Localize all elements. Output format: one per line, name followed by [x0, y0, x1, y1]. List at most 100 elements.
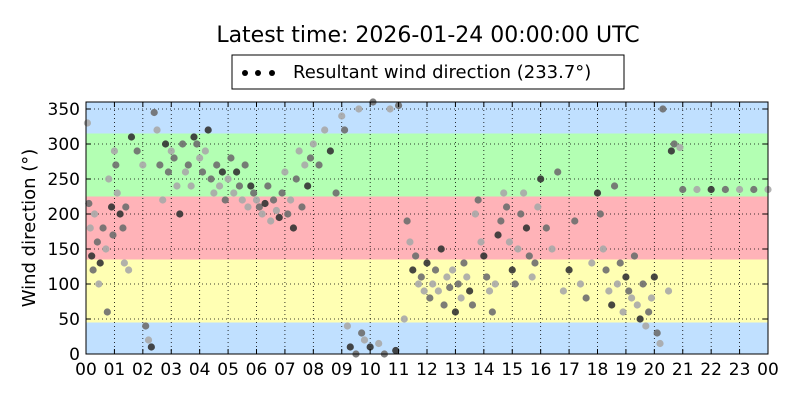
y-tick-label: 300	[48, 135, 80, 155]
data-point	[403, 217, 411, 225]
data-point	[497, 217, 505, 225]
data-point	[659, 105, 667, 113]
y-tick-label: 350	[48, 100, 80, 120]
data-point	[215, 182, 224, 190]
data-point	[235, 182, 244, 190]
legend-label: Resultant wind direction (233.7°)	[293, 62, 591, 83]
data-point	[332, 189, 340, 197]
data-point	[454, 280, 462, 288]
y-tick-label: 0	[69, 345, 80, 365]
data-point	[355, 105, 363, 113]
data-point	[616, 259, 624, 267]
data-point	[301, 161, 309, 169]
data-point	[409, 266, 417, 274]
data-point	[213, 161, 221, 169]
data-point	[264, 182, 272, 190]
data-point	[272, 206, 280, 215]
data-point	[255, 203, 263, 211]
data-point	[721, 185, 729, 194]
data-point	[400, 315, 408, 323]
data-point	[576, 280, 585, 288]
data-point	[468, 301, 477, 309]
data-point	[491, 280, 499, 288]
data-point	[480, 252, 488, 260]
data-point	[420, 287, 428, 295]
data-point	[306, 154, 315, 162]
x-tick-label: 01	[104, 360, 126, 380]
data-point	[366, 343, 374, 351]
data-point	[261, 199, 269, 208]
data-point	[99, 224, 107, 232]
x-tick-label: 13	[445, 360, 467, 380]
data-point	[645, 308, 653, 316]
data-point	[292, 175, 300, 183]
data-point	[120, 259, 128, 267]
data-point	[147, 343, 155, 351]
data-point	[608, 301, 616, 309]
data-point	[184, 161, 192, 169]
x-tick-label: 06	[246, 360, 268, 380]
chart-title: Latest time: 2026-01-24 00:00:00 UTC	[216, 23, 639, 48]
data-point	[474, 196, 482, 204]
data-point	[750, 185, 758, 194]
data-point	[588, 259, 596, 267]
x-tick-label: 21	[672, 360, 694, 380]
data-point	[423, 259, 431, 267]
data-point	[133, 147, 141, 155]
data-point	[406, 238, 414, 246]
data-point	[193, 140, 201, 148]
x-tick-label: 14	[473, 360, 495, 380]
data-point	[650, 273, 658, 281]
data-point	[258, 210, 266, 218]
data-point	[494, 231, 502, 239]
data-point	[431, 266, 440, 274]
plot-area: 00 01 02 03 04 05 06 07 08 09 10 11 12 13 14 15 16 17 18 19…	[48, 98, 779, 380]
data-point	[426, 294, 434, 302]
data-point	[625, 287, 633, 295]
x-tick-label: 22	[700, 360, 722, 380]
data-point	[630, 252, 639, 260]
data-point	[187, 182, 195, 190]
data-point	[619, 308, 627, 316]
data-point	[86, 224, 94, 232]
data-point	[622, 273, 630, 281]
data-point	[298, 203, 306, 211]
x-tick-label: 20	[644, 360, 666, 380]
data-point	[125, 266, 133, 274]
data-point	[287, 196, 295, 204]
data-point	[284, 210, 292, 218]
data-point	[119, 224, 127, 232]
data-point	[434, 287, 442, 295]
legend-marker-dot	[255, 70, 261, 76]
y-axis-label: Wind direction (°)	[19, 149, 40, 308]
data-point	[112, 161, 120, 169]
x-tick-label: 12	[416, 360, 438, 380]
data-point	[113, 189, 121, 197]
data-point	[269, 196, 278, 204]
x-tick-label: 16	[530, 360, 552, 380]
data-point	[531, 259, 539, 267]
data-point	[508, 266, 516, 274]
data-point	[252, 196, 261, 204]
data-point	[610, 182, 619, 190]
data-point	[602, 266, 610, 274]
legend: Resultant wind direction (233.7°)	[231, 54, 625, 90]
data-point	[735, 185, 744, 194]
data-point	[190, 133, 198, 141]
data-point	[221, 196, 229, 204]
data-point	[198, 168, 207, 176]
data-point	[338, 112, 346, 120]
data-point	[247, 182, 255, 190]
data-point	[109, 231, 117, 239]
data-point	[542, 224, 550, 232]
x-tick-label: 18	[587, 360, 609, 380]
data-point	[443, 273, 451, 281]
data-point	[471, 210, 479, 218]
data-point	[107, 203, 116, 211]
legend-marker-dot	[242, 70, 248, 76]
data-point	[159, 196, 167, 204]
data-point	[170, 154, 178, 162]
data-point	[83, 119, 92, 127]
data-point	[93, 238, 101, 246]
data-point	[173, 182, 181, 190]
